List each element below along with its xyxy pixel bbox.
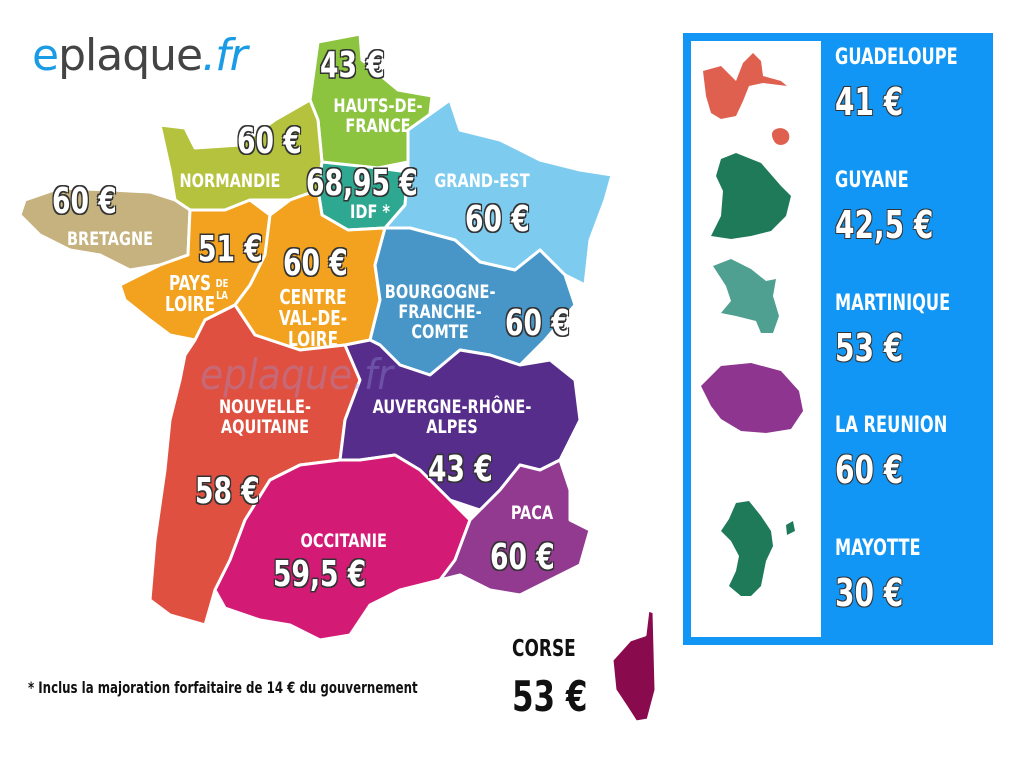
dom-name-martinique: MARTINIQUE	[835, 291, 951, 316]
region-paca[interactable]	[438, 458, 592, 597]
watermark: eplaque.fr	[200, 350, 393, 399]
label-nouvelle-aquitaine: NOUVELLE- AQUITAINE	[219, 396, 311, 438]
label-normandie: NORMANDIE	[179, 170, 281, 192]
dom-entry-guadeloupe: GUADELOUPE 41 €	[835, 45, 985, 124]
dom-name-guadeloupe: GUADELOUPE	[835, 45, 958, 70]
dom-entry-mayotte: MAYOTTE 30 €	[835, 536, 939, 615]
label-pays-de-la-loire-small: DE LA	[215, 277, 229, 302]
label-bourgogne-franche-comte: BOURGOGNE- FRANCHE- COMTE	[384, 281, 496, 343]
shape-mayotte[interactable]	[721, 501, 795, 596]
price-occitanie: 59,5 €	[273, 554, 367, 595]
label-occitanie: OCCITANIE	[300, 530, 387, 552]
dom-name-la-reunion: LA REUNION	[835, 413, 948, 438]
shape-guyane[interactable]	[711, 153, 791, 239]
footnote: * Inclus la majoration forfaitaire de 14…	[28, 678, 418, 697]
price-auvergne-rhone-alpes: 43 €	[428, 449, 493, 490]
label-centre-val-de-loire: CENTRE VAL-DE- LOIRE	[278, 285, 348, 351]
region-corse[interactable]	[610, 608, 658, 724]
dom-entry-martinique: MARTINIQUE 53 €	[835, 291, 975, 370]
dom-entry-guyane: GUYANE 42,5 €	[835, 168, 955, 247]
shape-guadeloupe[interactable]	[703, 53, 790, 145]
dom-price-martinique: 53 €	[835, 326, 904, 370]
label-bretagne: BRETAGNE	[66, 228, 154, 250]
dom-name-mayotte: MAYOTTE	[835, 536, 921, 561]
dom-price-guyane: 42,5 €	[835, 203, 934, 247]
price-grand-est: 60 €	[465, 199, 530, 240]
price-corse: 53 €	[512, 672, 588, 721]
price-normandie: 60 €	[237, 121, 302, 162]
dom-price-guadeloupe: 41 €	[835, 80, 904, 124]
label-idf: IDF *	[349, 201, 391, 223]
price-bretagne: 60 €	[52, 181, 117, 222]
price-nouvelle-aquitaine: 58 €	[195, 471, 260, 512]
logo-tld: .fr	[202, 30, 248, 81]
label-paca: PACA	[510, 502, 554, 524]
dom-tom-shapes	[701, 53, 803, 596]
dom-price-mayotte: 30 €	[835, 571, 904, 615]
eplaque-logo: eplaque.fr	[32, 30, 248, 81]
price-paca: 60 €	[490, 537, 555, 578]
label-hauts-de-france: HAUTS-DE- FRANCE	[333, 95, 423, 137]
label-corse: CORSE	[512, 636, 576, 662]
dom-tom-panel: GUADELOUPE 41 € GUYANE 42,5 € MARTINIQUE…	[683, 33, 993, 645]
dom-name-guyane: GUYANE	[835, 168, 909, 193]
label-pays-de-la-loire: PAYS LOIRE	[164, 271, 216, 316]
price-pays-de-la-loire: 51 €	[198, 229, 263, 270]
label-grand-est: GRAND-EST	[434, 170, 530, 192]
label-auvergne-rhone-alpes: AUVERGNE-RHÔNE- ALPES	[372, 396, 532, 438]
logo-e: e	[32, 30, 59, 81]
price-hauts-de-france: 43 €	[320, 45, 385, 86]
price-centre-val-de-loire: 60 €	[283, 243, 348, 284]
price-bourgogne-franche-comte: 60 €	[505, 303, 570, 344]
logo-main: plaque	[58, 30, 203, 81]
shape-la-reunion[interactable]	[701, 363, 803, 433]
price-idf: 68,95 €	[306, 163, 418, 204]
dom-tom-shapes-column	[691, 41, 821, 637]
dom-price-la-reunion: 60 €	[835, 448, 904, 492]
dom-entry-la-reunion: LA REUNION 60 €	[835, 413, 972, 492]
shape-martinique[interactable]	[713, 259, 779, 333]
